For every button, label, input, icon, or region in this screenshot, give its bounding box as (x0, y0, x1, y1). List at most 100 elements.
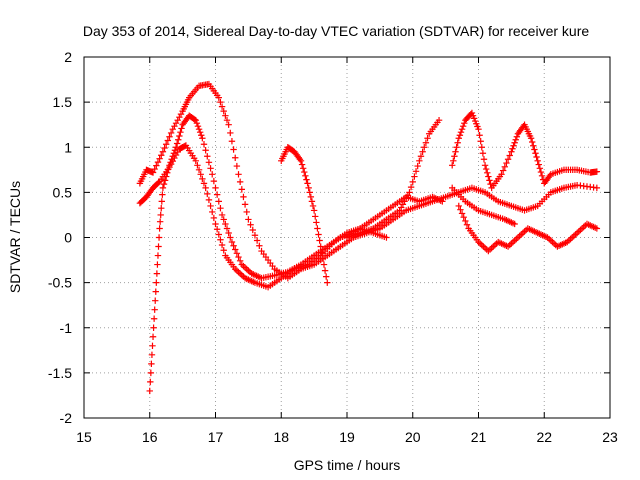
data-point (416, 157, 423, 164)
data-point (222, 220, 229, 228)
data-point (407, 183, 415, 191)
x-tick-label: 21 (471, 429, 487, 445)
data-point (213, 226, 221, 233)
data-point (460, 213, 467, 221)
data-point (230, 146, 237, 153)
data-point (175, 136, 182, 143)
data-point (535, 161, 542, 168)
series-arc-7 (455, 202, 601, 255)
data-point (240, 193, 247, 201)
data-point (421, 144, 428, 151)
series-arc-5 (343, 116, 443, 241)
data-point (296, 156, 304, 163)
data-point (209, 208, 216, 216)
data-point (217, 98, 224, 106)
data-point (154, 261, 161, 268)
axis-ticks (83, 56, 611, 419)
data-point (228, 238, 236, 246)
data-point (317, 243, 324, 250)
data-point (546, 172, 553, 180)
data-point (305, 184, 312, 192)
data-point (149, 169, 157, 176)
y-axis-title: SDTVAR / TECUs (7, 181, 23, 293)
data-point (161, 177, 169, 184)
data-point (527, 135, 535, 142)
data-point (238, 186, 245, 193)
data-point (458, 126, 466, 133)
data-point (313, 219, 320, 226)
data-point (196, 129, 204, 136)
data-point (235, 171, 242, 178)
data-point (171, 147, 179, 154)
data-point (236, 257, 244, 265)
data-point (148, 360, 155, 368)
data-point (537, 168, 545, 176)
data-point (167, 129, 175, 137)
data-point (160, 180, 168, 188)
data-point (176, 132, 183, 140)
data-point (297, 157, 305, 164)
y-tick-label: 0 (64, 230, 72, 246)
y-tick-label: -2 (60, 410, 73, 426)
y-tick-label: -1.5 (48, 365, 72, 381)
data-point (457, 206, 464, 213)
data-point (486, 177, 493, 184)
data-point (199, 175, 206, 183)
data-point (153, 162, 160, 169)
data-point (192, 116, 199, 124)
data-point (256, 242, 263, 249)
data-point (200, 180, 208, 187)
data-points (136, 80, 601, 395)
data-point (212, 220, 219, 228)
data-point (153, 270, 161, 277)
data-point (164, 137, 172, 144)
data-point (232, 154, 239, 161)
data-point (452, 148, 459, 155)
x-tick-label: 20 (405, 429, 421, 445)
data-point (177, 129, 184, 136)
data-point (454, 139, 461, 146)
data-point (155, 234, 163, 241)
data-point (247, 221, 254, 228)
data-point (485, 173, 492, 180)
data-point (304, 180, 311, 187)
data-point (212, 184, 219, 192)
data-point (159, 191, 166, 198)
data-point (232, 246, 239, 253)
data-point (512, 136, 519, 143)
data-point (422, 139, 430, 146)
data-point (210, 177, 218, 185)
data-point (476, 132, 483, 139)
y-tick-label: -0.5 (48, 275, 72, 291)
data-point (461, 119, 468, 127)
data-point (147, 369, 155, 377)
data-point (241, 201, 249, 208)
data-point (538, 172, 546, 180)
data-point (199, 135, 206, 142)
data-point (158, 198, 166, 205)
data-point (501, 163, 508, 171)
data-point (455, 202, 462, 210)
data-point (157, 211, 164, 219)
data-point (191, 116, 198, 123)
data-point (301, 168, 308, 176)
data-point (532, 150, 539, 157)
data-point (227, 234, 234, 241)
data-point (218, 241, 226, 249)
data-point (151, 165, 158, 173)
data-point (513, 133, 521, 140)
data-point (227, 129, 234, 137)
data-point (463, 221, 471, 228)
data-point (487, 180, 494, 188)
data-point (455, 135, 462, 142)
data-point (173, 140, 181, 147)
data-point (504, 156, 512, 163)
data-point (222, 112, 229, 119)
data-point (148, 351, 156, 359)
x-tick-label: 15 (76, 429, 92, 445)
data-point (459, 122, 467, 130)
data-point (462, 217, 469, 225)
data-point (204, 190, 211, 198)
data-point (155, 243, 162, 250)
data-point (478, 144, 485, 151)
